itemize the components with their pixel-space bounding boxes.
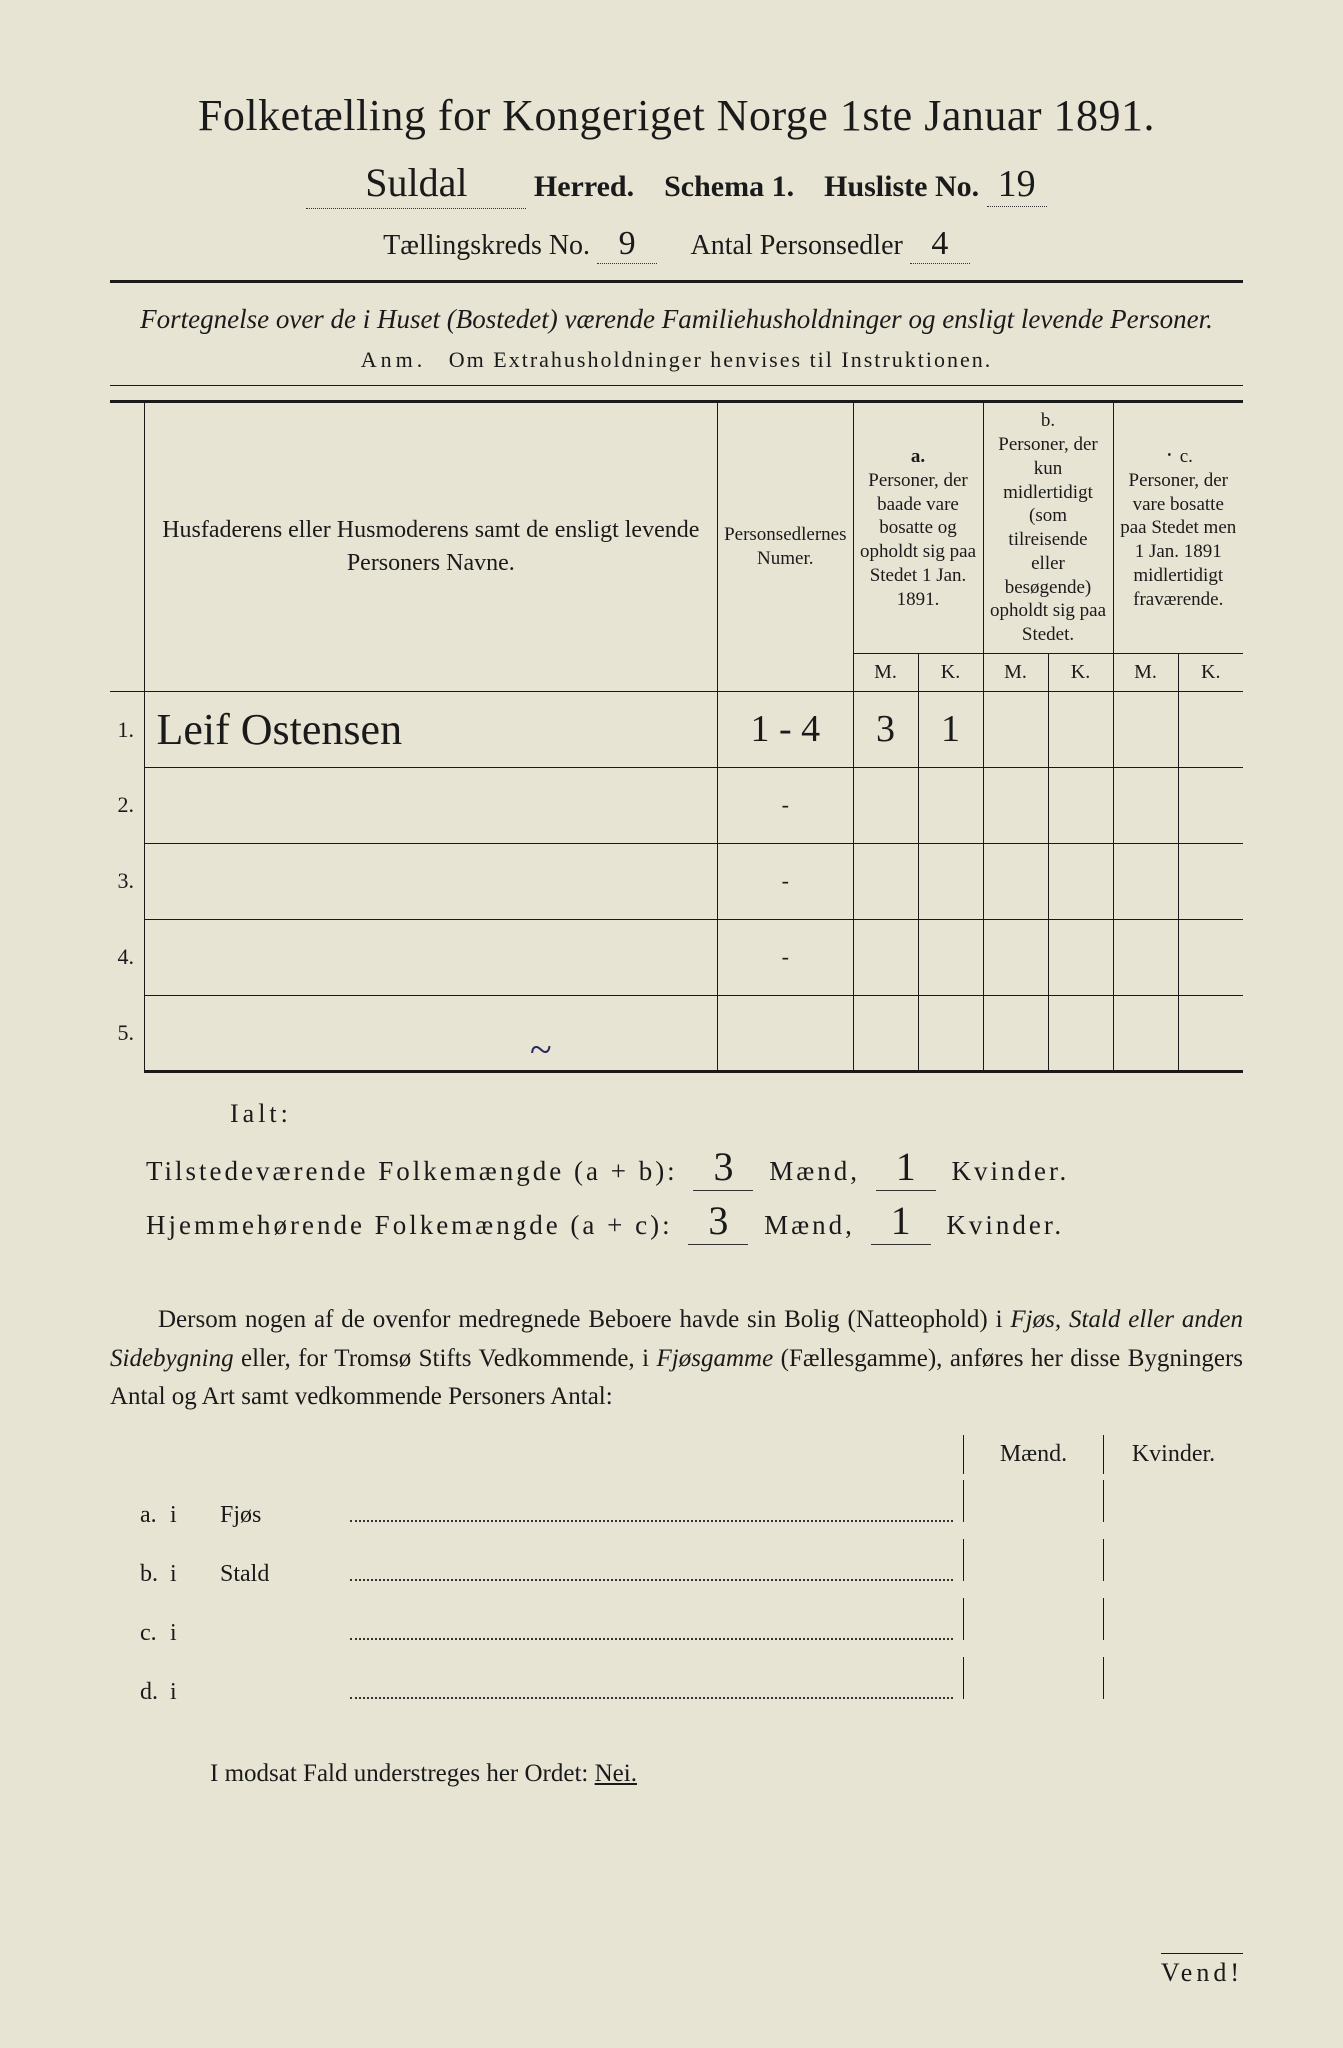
header-line-1: Suldal Herred. Schema 1. Husliste No. 19 — [110, 159, 1243, 209]
antal-label: Antal Personsedler — [691, 230, 903, 261]
col-a-header: a. Personer, der baade vare bosatte og o… — [853, 402, 983, 654]
col-a-k: K. — [918, 653, 983, 691]
divider — [110, 280, 1243, 283]
kvinder-label-2: Kvinder. — [946, 1210, 1064, 1240]
kvinder-label: Kvinder. — [951, 1156, 1069, 1186]
handwriting-flourish: ~ — [530, 1026, 552, 1073]
abcd-row-a: a. i Fjøs — [110, 1480, 1243, 1539]
col-b-m: M. — [983, 653, 1048, 691]
ialt-label: Ialt: — [230, 1099, 1243, 1129]
abcd-row-c: c. i — [110, 1598, 1243, 1657]
herred-value: Suldal — [306, 159, 526, 209]
table-row: 2. - — [110, 767, 1243, 843]
header-line-2: Tællingskreds No. 9 Antal Personsedler 4 — [110, 225, 1243, 264]
totals-2-m: 3 — [688, 1197, 748, 1245]
modsat-line: I modsat Fald understreges her Ordet: Ne… — [110, 1760, 1243, 1788]
col-name-header: Husfaderens eller Husmoderens samt de en… — [144, 402, 718, 692]
subtitle: Fortegnelse over de i Huset (Bostedet) v… — [110, 301, 1243, 337]
table-body: 1. Leif Ostensen 1 - 4 3 1 2. - — [110, 691, 1243, 1071]
nei-underlined: Nei. — [595, 1760, 637, 1787]
table-row: 4. - — [110, 919, 1243, 995]
col-b-k: K. — [1048, 653, 1113, 691]
totals-1-label: Tilstedeværende Folkemængde (a + b): — [146, 1156, 678, 1186]
name-cell: Leif Ostensen — [144, 691, 718, 767]
mk-header-row: Mænd. Kvinder. — [110, 1435, 1243, 1474]
table-row: 1. Leif Ostensen 1 - 4 3 1 — [110, 691, 1243, 767]
totals-2-k: 1 — [871, 1197, 931, 1245]
col-num-header: Personsedlernes Numer. — [718, 402, 853, 692]
divider-thin — [110, 385, 1243, 386]
totals-1-m: 3 — [693, 1143, 753, 1191]
antal-value: 4 — [910, 225, 970, 264]
husliste-label: Husliste No. — [824, 170, 979, 203]
husliste-value: 19 — [987, 162, 1047, 207]
table-row: 3. - — [110, 843, 1243, 919]
kreds-value: 9 — [597, 225, 657, 264]
totals-1-k: 1 — [876, 1143, 936, 1191]
household-table: Husfaderens eller Husmoderens samt de en… — [110, 400, 1243, 1073]
dwelling-paragraph: Dersom nogen af de ovenfor medregnede Be… — [110, 1301, 1243, 1417]
col-b-header: b. Personer, der kun midlertidigt (som t… — [983, 402, 1113, 654]
page-title: Folketælling for Kongeriget Norge 1ste J… — [110, 90, 1243, 141]
totals-line-1: Tilstedeværende Folkemængde (a + b): 3 M… — [146, 1143, 1243, 1191]
kreds-label: Tællingskreds No. — [383, 230, 590, 261]
col-c-k: K. — [1178, 653, 1243, 691]
anm-text: Om Extrahusholdninger henvises til Instr… — [449, 347, 992, 372]
totals-line-2: Hjemmehørende Folkemængde (a + c): 3 Mæn… — [146, 1197, 1243, 1245]
maend-col-header: Mænd. — [963, 1435, 1103, 1474]
col-c-header: ᛫ c. Personer, der vare bosatte paa Sted… — [1113, 402, 1243, 654]
anm-label: Anm. — [361, 347, 427, 372]
census-form-page: Folketælling for Kongeriget Norge 1ste J… — [0, 0, 1343, 2048]
herred-label: Herred. — [534, 170, 634, 203]
vend-label: Vend! — [1161, 1953, 1243, 1988]
abcd-row-b: b. i Stald — [110, 1539, 1243, 1598]
totals-2-label: Hjemmehørende Folkemængde (a + c): — [146, 1210, 673, 1240]
table-row: 5. — [110, 995, 1243, 1071]
col-a-m: M. — [853, 653, 918, 691]
col-c-m: M. — [1113, 653, 1178, 691]
abcd-list: a. i Fjøs b. i Stald c. i d. i — [110, 1480, 1243, 1716]
schema-label: Schema 1. — [664, 170, 794, 203]
abcd-row-d: d. i — [110, 1657, 1243, 1716]
kvinder-col-header: Kvinder. — [1103, 1435, 1243, 1474]
maend-label: Mænd, — [769, 1156, 860, 1186]
anm-line: Anm. Om Extrahusholdninger henvises til … — [110, 347, 1243, 373]
maend-label-2: Mænd, — [764, 1210, 855, 1240]
